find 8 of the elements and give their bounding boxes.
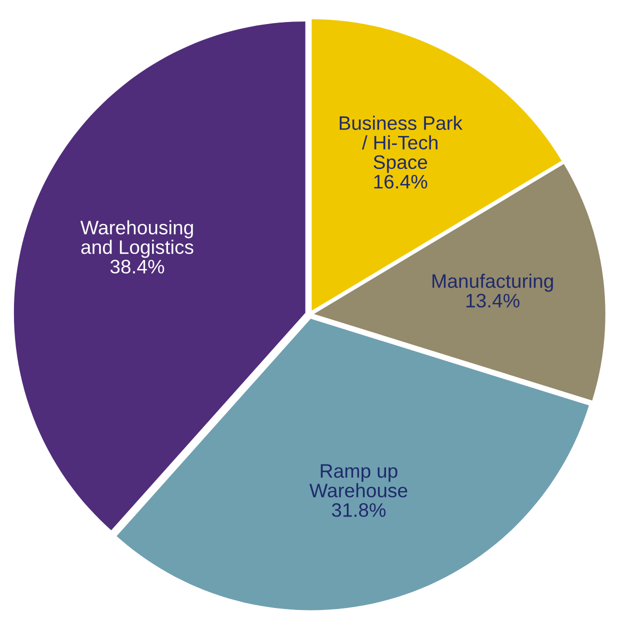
- slice-label: Manufacturing: [432, 274, 553, 292]
- slice-label: Warehousing and Logistics: [80, 220, 194, 258]
- data-label: 13.4%: [466, 294, 520, 308]
- data-label: 38.4%: [110, 260, 164, 274]
- data-label: 16.4%: [374, 174, 428, 189]
- data-label: 31.8%: [332, 503, 386, 517]
- slice-label: Business Park / Hi-Tech Space: [340, 116, 463, 173]
- slice-label: Ramp up Warehouse: [309, 464, 408, 498]
